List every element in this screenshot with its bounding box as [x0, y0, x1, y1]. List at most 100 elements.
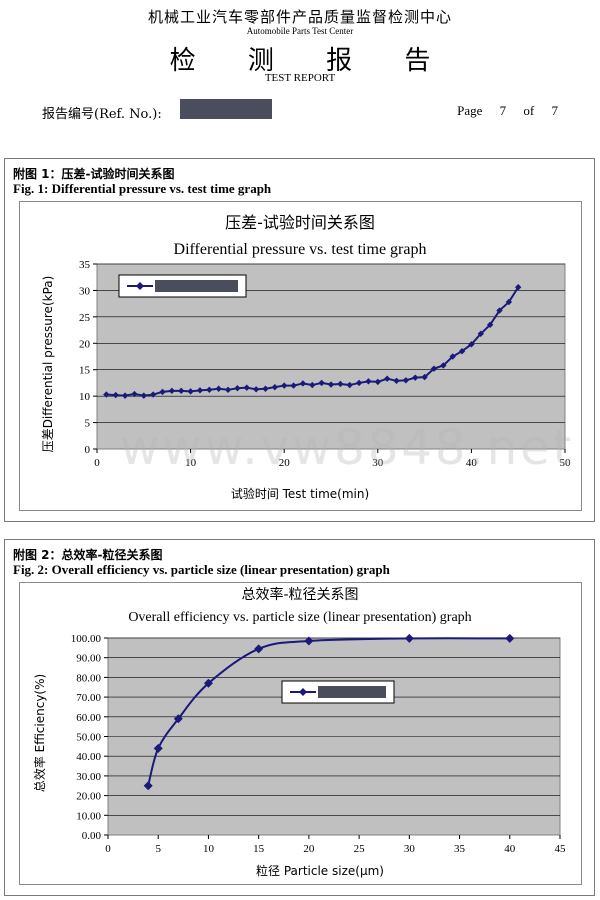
- chart-1-data-point: [496, 307, 503, 314]
- chart-2-svg: 总效率-粒径关系图 Overall efficiency vs. particl…: [32, 586, 566, 878]
- ref-no-redacted: [180, 99, 272, 119]
- chart-1-ytick-label: 15: [79, 365, 91, 377]
- chart-2-data-point: [304, 636, 314, 646]
- chart-1-ytick-label: 20: [79, 338, 91, 350]
- chart-2-ytick-label: 20.00: [76, 791, 101, 803]
- chart-2-ytick-label: 0.00: [82, 830, 102, 842]
- chart-1-xlabel: 试验时间 Test time(min): [231, 486, 369, 501]
- chart-2-legend-label-redacted: [318, 686, 386, 698]
- chart-2-xtick-label: 10: [203, 843, 215, 855]
- chart-1-data-point: [515, 284, 522, 291]
- chart-1-subtitle: Differential pressure vs. test time grap…: [174, 241, 427, 258]
- chart-2-ytick-label: 40.00: [76, 751, 101, 763]
- chart-2-ytick-label: 30.00: [76, 771, 101, 783]
- page-indicator: Page 7 of 7: [443, 103, 558, 119]
- page-total: 7: [551, 103, 559, 118]
- chart-1-data-point: [393, 377, 400, 385]
- chart-1-data-point: [402, 377, 410, 384]
- chart-1-data-point: [243, 384, 250, 391]
- of-word: of: [523, 103, 535, 118]
- chart-1-data-point: [318, 379, 325, 387]
- chart-1-xtick-label: 20: [279, 457, 291, 469]
- chart-1-data-point: [346, 381, 353, 389]
- page-number: 7: [499, 103, 507, 118]
- chart-1-frame: 压差-试验时间关系图 Differential pressure vs. tes…: [19, 201, 582, 511]
- chart-1-ytick-label: 5: [85, 418, 91, 430]
- chart-1-data-point: [299, 380, 307, 387]
- chart-2-data-point: [153, 743, 163, 753]
- chart-2-data-point: [203, 678, 213, 688]
- chart-1-data-point: [383, 375, 391, 382]
- chart-1-data-point: [224, 386, 232, 393]
- figure-1: 附图 1：压差-试验时间关系图 Fig. 1: Differential pre…: [4, 158, 595, 522]
- chart-1-data-point: [458, 348, 466, 355]
- chart-1-ytick-label: 0: [85, 444, 91, 456]
- watermark: www.vw8848.net: [120, 420, 575, 476]
- chart-1-ytick-label: 35: [79, 259, 91, 271]
- chart-1-data-point: [486, 321, 494, 328]
- chart-1-data-point: [468, 341, 475, 348]
- chart-2-ytick-label: 100.00: [71, 633, 102, 645]
- chart-2-ytick-label: 60.00: [76, 712, 101, 724]
- report-title-en: TEST REPORT: [264, 72, 336, 84]
- chart-1-xtick-label: 40: [466, 457, 478, 469]
- chart-1-data-point: [196, 387, 204, 394]
- chart-1-data-point: [112, 391, 119, 399]
- page-word: Page: [457, 103, 483, 118]
- chart-2-data-point: [505, 633, 515, 643]
- chart-1-data-point: [449, 353, 456, 360]
- chart-1-data-point: [440, 362, 447, 369]
- chart-1-title: 压差-试验时间关系图: [225, 213, 375, 232]
- chart-2-frame: 总效率-粒径关系图 Overall efficiency vs. particl…: [19, 582, 582, 885]
- report-title-cn: 检 测 报 告: [169, 46, 453, 76]
- figure-1-caption-cn: 附图 1：压差-试验时间关系图: [13, 167, 175, 181]
- chart-1-data-point: [430, 365, 438, 372]
- chart-2-xtick-label: 5: [155, 843, 161, 855]
- chart-1-legend-marker: [136, 282, 144, 290]
- chart-2-xlabel: 粒径 Particle size(μm): [256, 863, 384, 878]
- chart-1-ytick-label: 30: [79, 285, 91, 297]
- chart-1-ylabel: 压差Differential pressure(kPa): [41, 276, 55, 453]
- chart-2-xtick-label: 40: [504, 843, 516, 855]
- chart-1-data-point: [290, 382, 297, 389]
- chart-1-data-point: [505, 298, 513, 306]
- chart-2-xtick-label: 15: [253, 843, 265, 855]
- chart-1-ytick-label: 25: [79, 312, 91, 324]
- figure-2-caption-en: Fig. 2: Overall efficiency vs. particle …: [13, 562, 390, 577]
- chart-1-legend-label-redacted: [155, 280, 238, 292]
- chart-1-data-point: [140, 392, 147, 399]
- chart-2-title: 总效率-粒径关系图: [241, 586, 358, 603]
- chart-2-data-point: [254, 644, 264, 654]
- chart-2-legend-marker: [299, 688, 307, 696]
- chart-2-data-point: [143, 781, 153, 791]
- chart-1-xtick-label: 10: [185, 457, 197, 469]
- chart-1-svg: 压差-试验时间关系图 Differential pressure vs. tes…: [41, 213, 572, 501]
- chart-1-data-point: [477, 330, 484, 337]
- chart-2-xtick-label: 30: [404, 843, 416, 855]
- figure-1-caption-en: Fig. 1: Differential pressure vs. test t…: [13, 181, 272, 196]
- chart-1-data-point: [271, 383, 279, 391]
- chart-1-data-point: [206, 386, 213, 393]
- chart-1-data-point: [234, 385, 241, 392]
- chart-2-xtick-label: 25: [354, 843, 366, 855]
- chart-2-xtick-label: 0: [105, 843, 111, 855]
- chart-1-data-point: [309, 381, 316, 389]
- chart-2-ytick-label: 80.00: [76, 672, 101, 684]
- chart-2-ytick-label: 70.00: [76, 692, 101, 704]
- chart-2-subtitle: Overall efficiency vs. particle size (li…: [128, 610, 471, 625]
- chart-1-data-point: [215, 385, 222, 392]
- chart-1-data-point: [262, 385, 269, 392]
- chart-1-data-point: [365, 378, 372, 385]
- chart-1-xtick-label: 50: [560, 457, 572, 469]
- ref-no-label: 报告编号(Ref. No.):: [42, 107, 162, 122]
- chart-2-ytick-label: 50.00: [76, 732, 101, 744]
- chart-2-ytick-label: 90.00: [76, 653, 101, 665]
- org-name-en: Automobile Parts Test Center: [246, 26, 354, 36]
- chart-2-xtick-label: 35: [454, 843, 466, 855]
- chart-1-data-point: [281, 382, 288, 389]
- chart-1-xtick-label: 30: [372, 457, 384, 469]
- figure-2: 附图 2：总效率-粒径关系图 Fig. 2: Overall efficienc…: [4, 539, 595, 896]
- chart-2-xtick-label: 20: [303, 843, 315, 855]
- chart-2-ylabel: 总效率 Efficiency(%): [32, 674, 47, 792]
- chart-1-data-point: [131, 390, 138, 398]
